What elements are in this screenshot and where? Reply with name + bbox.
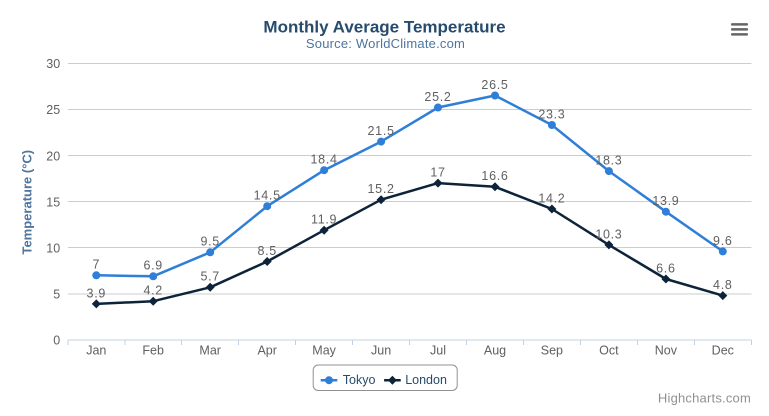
svg-text:10.3: 10.3 bbox=[595, 227, 622, 241]
svg-text:14.2: 14.2 bbox=[538, 191, 565, 205]
svg-text:17: 17 bbox=[430, 166, 445, 180]
svg-text:6.9: 6.9 bbox=[143, 259, 162, 273]
svg-text:18.4: 18.4 bbox=[311, 153, 338, 167]
svg-text:8.5: 8.5 bbox=[257, 244, 276, 258]
svg-text:Source: WorldClimate.com: Source: WorldClimate.com bbox=[306, 36, 465, 51]
svg-text:14.5: 14.5 bbox=[254, 189, 281, 203]
svg-text:30: 30 bbox=[46, 57, 60, 71]
svg-text:9.6: 9.6 bbox=[713, 234, 732, 248]
svg-text:10: 10 bbox=[46, 242, 60, 256]
svg-text:26.5: 26.5 bbox=[481, 78, 508, 92]
svg-text:25: 25 bbox=[46, 103, 60, 117]
svg-text:Highcharts.com: Highcharts.com bbox=[658, 391, 751, 406]
svg-text:Jul: Jul bbox=[430, 343, 446, 357]
svg-text:Nov: Nov bbox=[655, 343, 678, 357]
svg-text:23.3: 23.3 bbox=[538, 107, 565, 121]
svg-text:Sep: Sep bbox=[541, 343, 563, 357]
svg-text:Dec: Dec bbox=[712, 343, 734, 357]
svg-text:Mar: Mar bbox=[199, 343, 221, 357]
svg-text:0: 0 bbox=[53, 334, 60, 348]
svg-text:Jun: Jun bbox=[371, 343, 391, 357]
svg-text:15.2: 15.2 bbox=[368, 182, 395, 196]
svg-text:6.6: 6.6 bbox=[656, 261, 675, 275]
svg-text:25.2: 25.2 bbox=[424, 90, 451, 104]
svg-text:7: 7 bbox=[92, 258, 100, 272]
svg-text:Jan: Jan bbox=[86, 343, 106, 357]
svg-text:5.7: 5.7 bbox=[200, 270, 219, 284]
svg-text:Monthly Average Temperature: Monthly Average Temperature bbox=[263, 17, 505, 36]
svg-text:13.9: 13.9 bbox=[652, 194, 679, 208]
svg-text:5: 5 bbox=[53, 288, 60, 302]
svg-text:16.6: 16.6 bbox=[481, 169, 508, 183]
svg-text:Oct: Oct bbox=[599, 343, 619, 357]
svg-text:Apr: Apr bbox=[257, 343, 276, 357]
svg-text:London: London bbox=[405, 373, 447, 387]
svg-text:Feb: Feb bbox=[142, 343, 164, 357]
svg-text:9.5: 9.5 bbox=[200, 235, 219, 249]
svg-text:21.5: 21.5 bbox=[368, 124, 395, 138]
svg-text:3.9: 3.9 bbox=[87, 286, 106, 300]
svg-text:18.3: 18.3 bbox=[595, 154, 622, 168]
svg-text:Temperature (°C): Temperature (°C) bbox=[20, 150, 35, 255]
svg-text:Tokyo: Tokyo bbox=[343, 373, 376, 387]
svg-text:4.2: 4.2 bbox=[143, 284, 162, 298]
svg-text:Aug: Aug bbox=[484, 343, 506, 357]
svg-text:20: 20 bbox=[46, 149, 60, 163]
svg-text:15: 15 bbox=[46, 195, 60, 209]
svg-text:11.9: 11.9 bbox=[311, 213, 337, 227]
svg-text:4.8: 4.8 bbox=[713, 278, 732, 292]
svg-text:May: May bbox=[312, 343, 336, 357]
